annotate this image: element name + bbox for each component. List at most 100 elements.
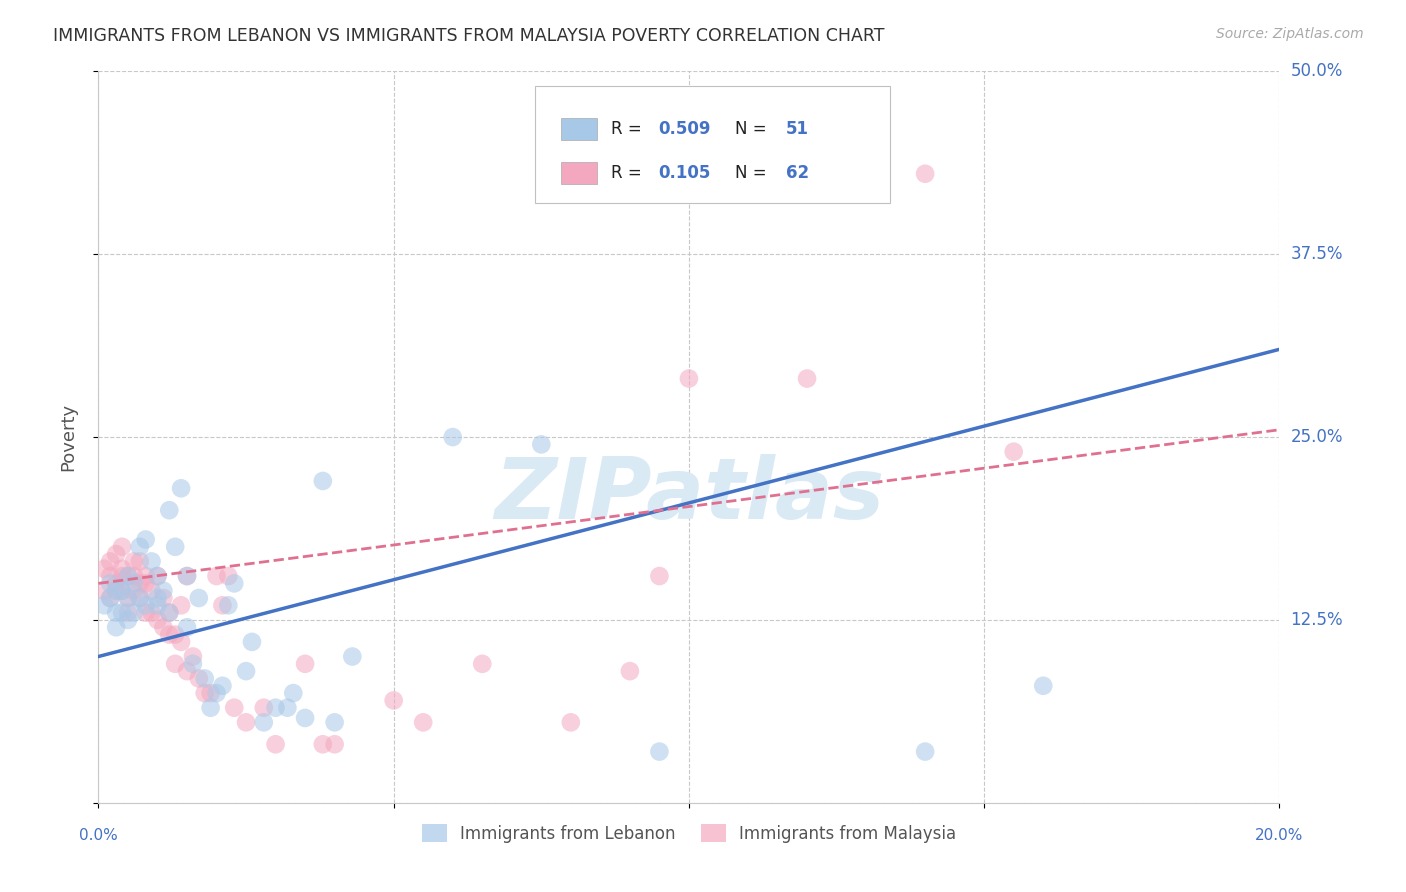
Y-axis label: Poverty: Poverty xyxy=(59,403,77,471)
Point xyxy=(205,686,228,700)
Point xyxy=(157,606,180,620)
Point xyxy=(294,711,316,725)
Point xyxy=(128,576,150,591)
Text: ZIPatlas: ZIPatlas xyxy=(494,454,884,537)
Text: 37.5%: 37.5% xyxy=(1291,245,1343,263)
Point xyxy=(152,583,174,598)
Point xyxy=(194,686,217,700)
Text: R =: R = xyxy=(612,164,647,182)
Point xyxy=(678,371,700,385)
Point xyxy=(165,540,187,554)
Point xyxy=(165,657,187,671)
Point xyxy=(187,591,209,605)
Point xyxy=(141,606,163,620)
Point xyxy=(323,737,346,751)
FancyBboxPatch shape xyxy=(536,86,890,203)
Point xyxy=(648,569,671,583)
Point xyxy=(205,569,228,583)
Point xyxy=(914,745,936,759)
Point xyxy=(176,569,198,583)
Text: 0.509: 0.509 xyxy=(658,120,710,138)
Point xyxy=(105,583,128,598)
Point xyxy=(235,664,257,678)
Point xyxy=(128,540,150,554)
Point xyxy=(117,569,139,583)
Point xyxy=(312,474,335,488)
Point xyxy=(135,569,157,583)
Point xyxy=(240,635,263,649)
Point xyxy=(170,599,193,613)
Point xyxy=(93,562,115,576)
Text: 51: 51 xyxy=(786,120,808,138)
Point xyxy=(105,576,128,591)
Point xyxy=(111,562,134,576)
Point xyxy=(412,715,434,730)
Point xyxy=(141,554,163,568)
Text: 25.0%: 25.0% xyxy=(1291,428,1343,446)
Point xyxy=(224,576,246,591)
Point xyxy=(194,672,217,686)
Point xyxy=(141,583,163,598)
Text: 0.105: 0.105 xyxy=(658,164,710,182)
Point xyxy=(135,533,157,547)
Text: Source: ZipAtlas.com: Source: ZipAtlas.com xyxy=(1216,27,1364,41)
Point xyxy=(146,569,169,583)
Point xyxy=(471,657,494,671)
Point xyxy=(283,686,305,700)
Point xyxy=(98,591,121,605)
Point xyxy=(157,503,180,517)
Point xyxy=(122,606,145,620)
Point xyxy=(122,583,145,598)
Point xyxy=(111,540,134,554)
Point xyxy=(276,700,298,714)
Point xyxy=(211,679,233,693)
Point xyxy=(111,583,134,598)
Point xyxy=(211,599,233,613)
Point xyxy=(560,715,582,730)
Point xyxy=(98,576,121,591)
Point xyxy=(146,599,169,613)
Point xyxy=(1002,444,1025,458)
Point xyxy=(146,569,169,583)
Point xyxy=(105,547,128,561)
Legend: Immigrants from Lebanon, Immigrants from Malaysia: Immigrants from Lebanon, Immigrants from… xyxy=(415,818,963,849)
Point xyxy=(111,569,134,583)
Point xyxy=(312,737,335,751)
Point xyxy=(98,569,121,583)
FancyBboxPatch shape xyxy=(561,118,596,140)
Point xyxy=(135,599,157,613)
Point xyxy=(323,715,346,730)
Point xyxy=(98,554,121,568)
Point xyxy=(165,627,187,641)
Point xyxy=(93,599,115,613)
Point xyxy=(200,700,222,714)
Point xyxy=(105,620,128,634)
Point xyxy=(619,664,641,678)
Point xyxy=(176,664,198,678)
Text: N =: N = xyxy=(735,164,772,182)
Point xyxy=(135,606,157,620)
Point xyxy=(93,583,115,598)
Point xyxy=(914,167,936,181)
Point xyxy=(128,591,150,605)
Point xyxy=(105,606,128,620)
Point xyxy=(146,613,169,627)
Point xyxy=(135,576,157,591)
Point xyxy=(648,745,671,759)
Point xyxy=(152,591,174,605)
Point xyxy=(128,554,150,568)
Point xyxy=(253,715,276,730)
Point xyxy=(1032,679,1054,693)
Point xyxy=(217,599,239,613)
Point xyxy=(176,620,198,634)
Point xyxy=(253,700,276,714)
Point xyxy=(217,569,239,583)
Point xyxy=(111,606,134,620)
Point xyxy=(181,649,204,664)
Point xyxy=(152,620,174,634)
Text: 12.5%: 12.5% xyxy=(1291,611,1343,629)
Text: 50.0%: 50.0% xyxy=(1291,62,1343,80)
Text: 62: 62 xyxy=(786,164,808,182)
Point xyxy=(170,635,193,649)
Point xyxy=(105,583,128,598)
